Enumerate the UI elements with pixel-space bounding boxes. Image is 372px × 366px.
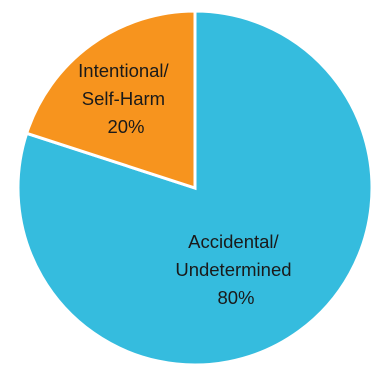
- slice-label-intentional-line-1: Intentional/: [78, 60, 169, 81]
- slice-label-intentional-percent: 20%: [107, 116, 144, 137]
- slice-label-accidental-percent: 80%: [217, 287, 254, 308]
- pie-slice-intentional: [24, 9, 197, 191]
- slice-label-accidental: Accidental/ Undetermined 80%: [175, 231, 296, 308]
- slice-label-intentional-line-2: Self-Harm: [82, 88, 165, 109]
- pie-slices: [16, 9, 372, 366]
- slice-label-accidental-line-1: Accidental/: [188, 231, 279, 252]
- pie-labels: Accidental/ Undetermined 80% Intentional…: [78, 60, 296, 308]
- slice-label-accidental-line-2: Undetermined: [175, 259, 291, 280]
- pie-slice-accidental: [16, 9, 372, 366]
- slice-label-intentional: Intentional/ Self-Harm 20%: [78, 60, 174, 137]
